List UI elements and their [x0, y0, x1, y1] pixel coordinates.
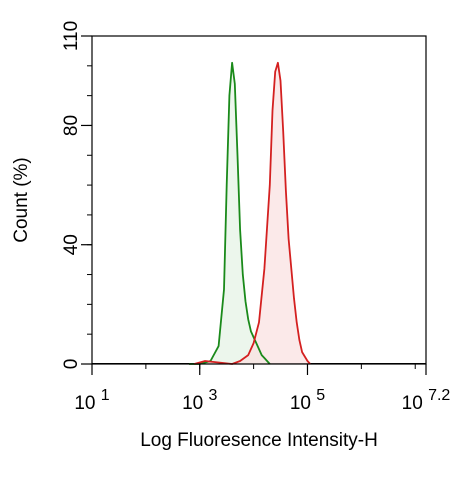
y-tick-label: 80 — [61, 115, 82, 136]
y-tick-label: 40 — [61, 234, 82, 255]
x-tick-label: 10 3 — [182, 387, 217, 414]
plot-area — [92, 61, 426, 365]
x-tick-label: 10 5 — [290, 387, 325, 414]
y-axis: 0 40 80 110 — [61, 21, 92, 369]
x-axis-title: Log Fluoresence Intensity-H — [140, 430, 378, 451]
y-tick-label: 0 — [61, 359, 82, 370]
series-area-1 — [194, 62, 311, 365]
x-tick-label: 10 1 — [74, 387, 109, 414]
x-tick-label: 10 7.2 — [402, 387, 451, 414]
series-area-0 — [189, 62, 270, 365]
y-axis-title: Count (%) — [11, 157, 32, 243]
series-line-1 — [194, 61, 311, 365]
y-tick-label: 110 — [61, 21, 82, 51]
plot-frame — [91, 35, 427, 365]
series-line-0 — [189, 61, 271, 365]
x-axis: 10 1 10 3 10 5 10 7.2 — [74, 364, 450, 414]
